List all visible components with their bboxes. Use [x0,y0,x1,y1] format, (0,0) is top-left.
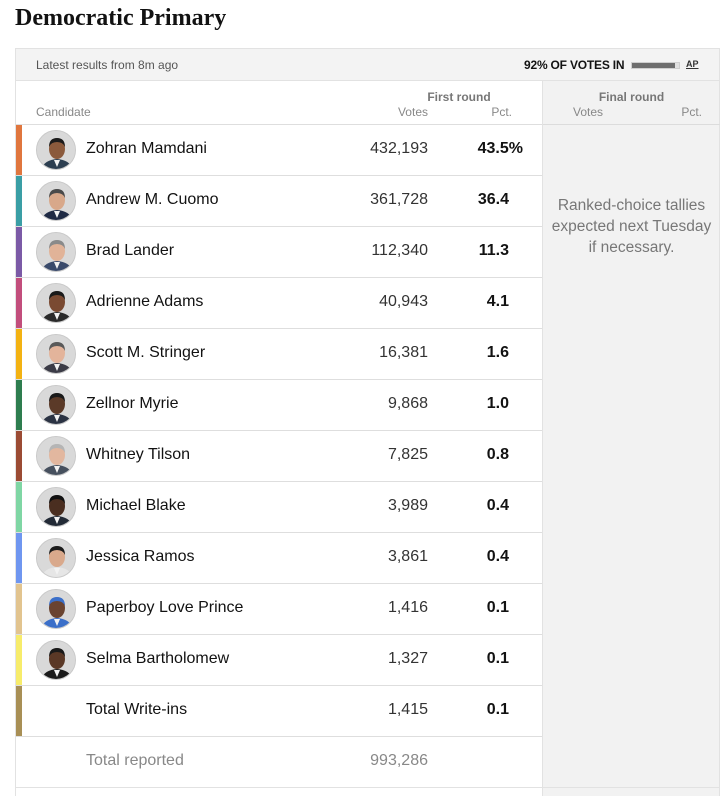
candidate-pct: 11.3 [478,242,509,259]
candidate-headshot [36,181,76,221]
candidate-pct: 0.8 [486,446,509,463]
candidate-votes: 3,989 [387,497,428,514]
total-reported-votes: 993,286 [370,752,428,769]
votes-in-progress-fill [632,63,676,68]
candidate-votes: 1,415 [387,701,428,718]
candidate-pct: 1.0 [486,395,509,412]
candidate-pct: 0.4 [486,497,509,514]
candidate-pct: 0.1 [486,701,509,718]
candidate-name: Andrew M. Cuomo [86,191,219,208]
candidate-row: Andrew M. Cuomo 361,728 36.4 [16,175,542,226]
candidate-headshot [36,538,76,578]
candidate-row: Total Write-ins 1,415 0.1 [16,685,542,736]
final-round-title: Final round [598,90,665,104]
candidate-headshot [36,640,76,680]
candidate-name: Jessica Ramos [86,548,195,565]
total-reported-row: Total reported 993,286 [16,736,542,787]
candidate-column-header: Candidate [36,105,91,119]
candidate-headshot [36,436,76,476]
candidate-name: Brad Lander [86,242,175,259]
candidate-votes: 432,193 [370,140,428,157]
candidate-color-stripe [16,227,22,277]
pct-column-header: Pct. [491,105,512,119]
final-pct-column-header: Pct. [681,105,702,119]
candidate-row: Zohran Mamdani 432,193 43.5% [16,124,542,175]
candidate-row: Zellnor Myrie 9,868 1.0 [16,379,542,430]
votes-in-text: 92% OF VOTES IN [524,58,625,72]
candidate-color-stripe [16,380,22,430]
candidate-votes: 1,416 [387,599,428,616]
latest-update-text: Latest results from 8m ago [36,58,179,72]
first-round-header: First round [427,90,491,104]
candidate-color-stripe [16,431,22,481]
candidate-row: Scott M. Stringer 16,381 1.6 [16,328,542,379]
candidate-color-stripe [16,635,22,685]
candidate-name: Selma Bartholomew [86,650,230,667]
candidate-row: Paperboy Love Prince 1,416 0.1 [16,583,542,634]
candidate-color-stripe [16,125,22,175]
candidate-color-stripe [16,686,22,736]
candidate-name: Whitney Tilson [86,446,191,463]
candidate-headshot [36,232,76,272]
candidate-votes: 7,825 [387,446,428,463]
table-bottom-divider [16,787,719,788]
candidate-pct: 43.5% [477,140,523,157]
candidate-pct: 1.6 [486,344,509,361]
candidate-headshot [36,487,76,527]
candidate-name: Zohran Mamdani [86,140,207,157]
candidate-name: Zellnor Myrie [86,395,179,412]
candidate-row: Adrienne Adams 40,943 4.1 [16,277,542,328]
candidate-name: Scott M. Stringer [86,344,206,361]
ranked-choice-note: Ranked-choice tallies expected next Tues… [551,197,712,256]
final-votes-column-header: Votes [573,105,604,119]
candidate-color-stripe [16,584,22,634]
candidate-votes: 9,868 [387,395,428,412]
final-round-header: Final round Votes Pct. [543,81,720,125]
candidate-headshot [36,385,76,425]
candidate-color-stripe [16,329,22,379]
candidate-votes: 112,340 [371,242,428,259]
candidate-votes: 3,861 [387,548,428,565]
candidate-row: Brad Lander 112,340 11.3 [16,226,542,277]
candidate-pct: 36.4 [477,191,509,208]
candidate-color-stripe [16,278,22,328]
candidate-votes: 1,327 [387,650,428,667]
votes-column-header: Votes [397,105,428,119]
candidate-headshot [36,130,76,170]
candidate-headshot [36,283,76,323]
candidate-name: Total Write-ins [86,701,188,718]
total-reported-label: Total reported [86,752,184,769]
votes-in-progress-bar [631,62,680,69]
candidate-pct: 0.4 [486,548,509,565]
candidate-name: Adrienne Adams [86,293,204,310]
candidate-name: Paperboy Love Prince [86,599,244,616]
candidate-color-stripe [16,482,22,532]
final-round-panel: Final round Votes Pct. Ranked-choice tal… [542,81,720,796]
candidate-pct: 4.1 [486,293,509,310]
results-table: Latest results from 8m ago 92% OF VOTES … [15,48,720,796]
candidate-row: Michael Blake 3,989 0.4 [16,481,542,532]
candidate-row: Jessica Ramos 3,861 0.4 [16,532,542,583]
candidate-votes: 16,381 [379,344,428,361]
candidate-votes: 40,943 [379,293,428,310]
candidate-name: Michael Blake [86,497,186,514]
candidate-headshot [36,589,76,629]
candidate-pct: 0.1 [486,650,509,667]
candidate-color-stripe [16,533,22,583]
candidate-row: Selma Bartholomew 1,327 0.1 [16,634,542,685]
results-status-bar: Latest results from 8m ago 92% OF VOTES … [16,49,719,81]
candidate-headshot [36,334,76,374]
candidate-rows: Zohran Mamdani 432,193 43.5% Andrew M. Cuom… [16,124,542,787]
candidate-votes: 361,728 [370,191,428,208]
candidate-pct: 0.1 [486,599,509,616]
ap-source-link[interactable]: AP [686,59,699,69]
race-title: Democratic Primary [15,5,227,31]
candidate-row: Whitney Tilson 7,825 0.8 [16,430,542,481]
candidate-color-stripe [16,176,22,226]
